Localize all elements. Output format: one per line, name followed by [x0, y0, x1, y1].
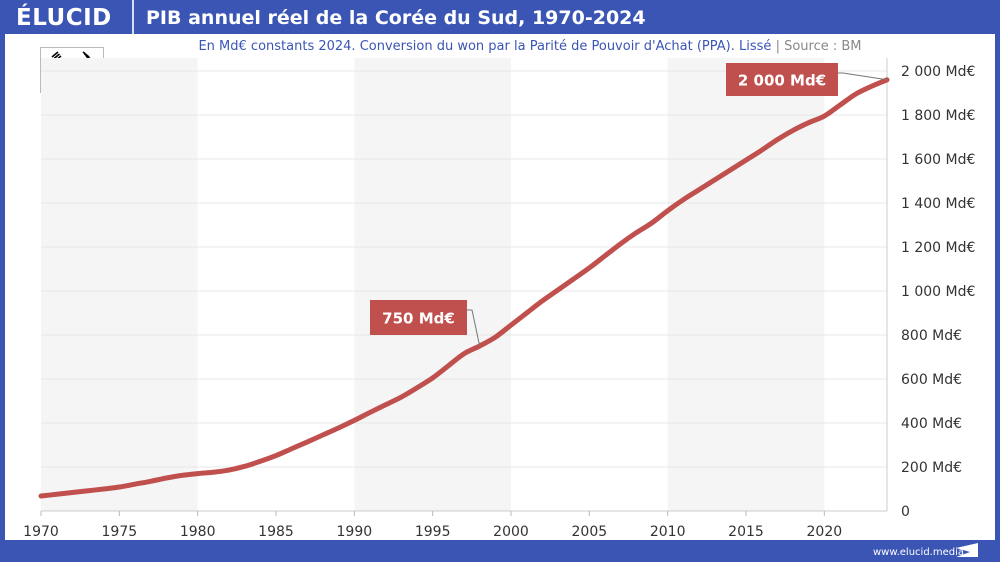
x-tick-label: 1995	[415, 524, 451, 540]
y-tick-label: 800 Md€	[901, 328, 962, 344]
y-tick-label: 1 000 Md€	[901, 284, 975, 300]
header-divider	[132, 0, 134, 34]
y-tick-label: 600 Md€	[901, 372, 962, 388]
annotation-label: 750 Md€	[382, 310, 455, 328]
x-tick-label: 2020	[807, 524, 843, 540]
decade-band	[41, 58, 198, 511]
x-tick-label: 2015	[728, 524, 764, 540]
y-tick-label: 1 200 Md€	[901, 240, 975, 256]
chart-subtitle: En Md€ constants 2024. Conversion du won…	[0, 39, 1000, 54]
gdp-line	[38, 77, 890, 499]
subtitle-text: En Md€ constants 2024. Conversion du won…	[198, 39, 772, 54]
subtitle-separator: |	[775, 39, 780, 54]
annotation-box	[726, 63, 838, 96]
annotation-leader	[467, 309, 481, 347]
y-tick-label: 2 000 Md€	[901, 64, 975, 80]
x-tick-label: 1975	[102, 524, 138, 540]
y-tick-label: 0	[901, 504, 910, 520]
y-tick-label: 400 Md€	[901, 416, 962, 432]
decade-band	[354, 58, 511, 511]
annotation-box	[370, 300, 467, 335]
annotation-leader	[838, 72, 888, 81]
x-tick-label: 2010	[650, 524, 686, 540]
elucid-mark-icon	[956, 543, 978, 557]
x-tick-label: 1980	[180, 524, 216, 540]
chart-title: PIB annuel réel de la Corée du Sud, 1970…	[146, 7, 646, 29]
decade-band	[667, 58, 825, 511]
y-tick-label: 1 400 Md€	[901, 196, 975, 212]
x-tick-label: 2005	[572, 524, 608, 540]
x-tick-label: 1970	[23, 524, 59, 540]
x-tick-label: 1985	[258, 524, 294, 540]
y-tick-label: 1 800 Md€	[901, 108, 975, 124]
x-tick-label: 2000	[493, 524, 529, 540]
x-tick-label: 1990	[337, 524, 373, 540]
y-tick-label: 1 600 Md€	[901, 152, 975, 168]
elucid-logo: ÉLUCID	[16, 5, 112, 31]
y-tick-label: 200 Md€	[901, 460, 962, 476]
annotation-label: 2 000 Md€	[738, 72, 826, 90]
footer-url[interactable]: www.elucid.media	[872, 547, 964, 558]
source-text: Source : BM	[784, 39, 862, 54]
